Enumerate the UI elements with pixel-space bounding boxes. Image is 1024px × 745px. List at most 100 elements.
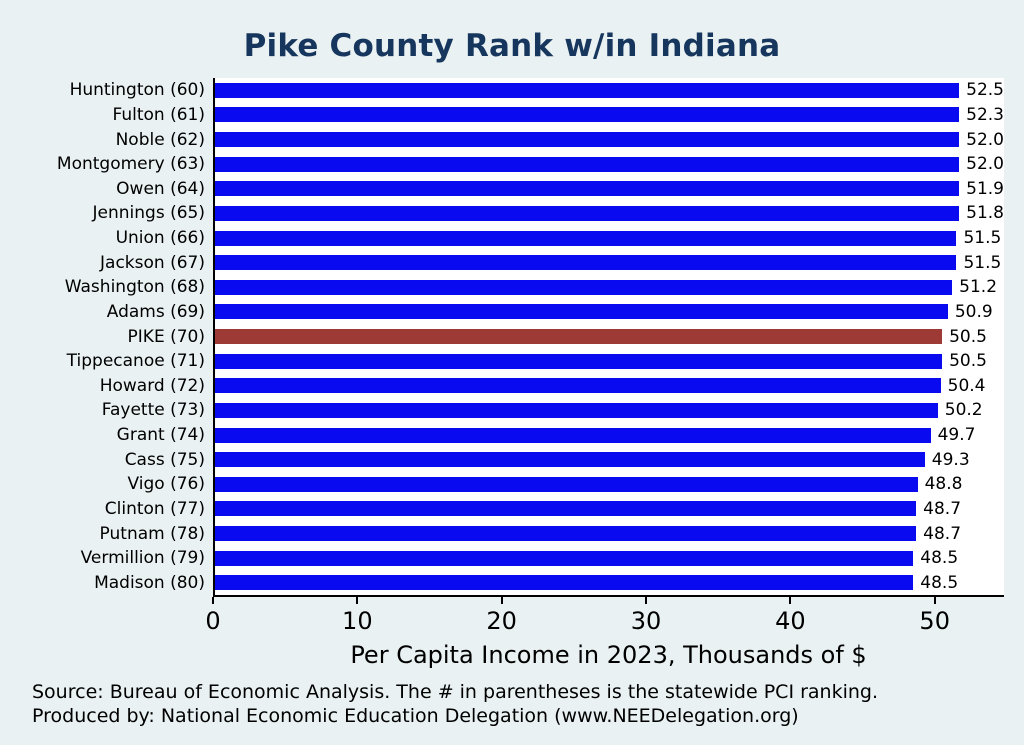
category-label: Clinton (77): [104, 498, 205, 519]
highlight-bar: [215, 329, 943, 345]
bar: [215, 402, 938, 418]
bar: [215, 82, 960, 98]
value-label: 48.8: [924, 474, 963, 495]
category-label: Grant (74): [116, 425, 205, 446]
plot-area: 52.5 52.3 52.0 52.0 51.9 51.8 51.5 51.5 51.2 50.9…: [213, 78, 1004, 597]
category-label: Putnam (78): [99, 523, 205, 544]
value-label: 52.0: [966, 154, 1004, 175]
value-label: 52.3: [966, 104, 1004, 125]
bar-row: 50.2: [215, 398, 1004, 423]
x-tick-mark: [645, 597, 648, 604]
value-label: 51.8: [966, 203, 1004, 224]
source-block: Source: Bureau of Economic Analysis. The…: [32, 681, 1024, 729]
x-axis-spacer: [8, 597, 213, 643]
bar-row: 49.7: [215, 423, 1004, 448]
bar-row: 51.9: [215, 177, 1004, 202]
value-label: 51.5: [963, 252, 1002, 273]
category-label: Tippecanoe (71): [66, 351, 205, 372]
value-label: 48.5: [920, 548, 959, 569]
bar-row: 52.0: [215, 152, 1004, 177]
bar-row: 50.5: [215, 349, 1004, 374]
category-label: Fayette (73): [101, 400, 205, 421]
x-tick-label: 30: [630, 607, 662, 635]
bar-row: 50.4: [215, 374, 1004, 399]
value-label: 48.7: [923, 523, 962, 544]
bar: [215, 230, 957, 246]
category-label: Madison (80): [94, 572, 205, 593]
bar-row: 48.7: [215, 521, 1004, 546]
bar: [215, 181, 960, 197]
category-label: Vigo (76): [127, 474, 205, 495]
bar-row: 48.5: [215, 546, 1004, 571]
bar: [215, 279, 953, 295]
category-axis: Huntington (60) Fulton (61) Noble (62) Mont…: [8, 78, 213, 595]
bar-row: 51.5: [215, 250, 1004, 275]
bar-row: 49.3: [215, 447, 1004, 472]
value-label: 50.5: [949, 326, 987, 347]
bar-row: 50.9: [215, 300, 1004, 325]
category-label: Howard (72): [99, 375, 205, 396]
category-label: Cass (75): [124, 449, 205, 470]
x-tick-mark: [789, 597, 792, 604]
x-tick-label: 50: [919, 607, 950, 635]
chart-title: Pike County Rank w/in Indiana: [243, 28, 781, 64]
x-tick-mark: [933, 597, 936, 604]
bar: [215, 353, 943, 369]
bar-row: 48.5: [215, 571, 1004, 596]
bar-row: 52.3: [215, 103, 1004, 128]
x-tick-label: 10: [342, 607, 373, 635]
value-label: 50.9: [954, 301, 993, 322]
bar: [215, 107, 960, 123]
bar: [215, 304, 948, 320]
category-label: Huntington (60): [69, 80, 205, 101]
x-tick-mark: [212, 597, 214, 604]
bar-row: 51.5: [215, 226, 1004, 251]
value-label: 52.0: [966, 129, 1004, 150]
bar-row: 51.8: [215, 201, 1004, 226]
chart: Huntington (60) Fulton (61) Noble (62) Mont…: [8, 78, 1004, 669]
x-axis-title-spacer: [8, 643, 213, 669]
bar: [215, 205, 960, 221]
category-label: Union (66): [115, 228, 205, 249]
bar-row: 52.5: [215, 78, 1004, 103]
bar: [215, 575, 914, 591]
category-label: Jennings (65): [92, 203, 205, 224]
category-label: Montgomery (63): [56, 154, 205, 175]
source-line: Source: Bureau of Economic Analysis. The…: [32, 681, 879, 703]
category-label: PIKE (70): [127, 326, 205, 347]
x-axis-title: Per Capita Income in 2023, Thousands of …: [350, 641, 867, 669]
x-tick-label: 40: [775, 607, 806, 635]
bar-row: 52.0: [215, 127, 1004, 152]
bar: [215, 156, 960, 172]
bar: [215, 501, 917, 517]
x-tick-label: 20: [486, 607, 517, 635]
value-label: 51.9: [966, 178, 1004, 199]
value-label: 48.7: [923, 498, 962, 519]
bar: [215, 526, 917, 542]
category-label: Jackson (67): [100, 252, 205, 273]
category-label: Adams (69): [106, 301, 205, 322]
x-tick-label: 0: [205, 607, 221, 635]
category-label: Washington (68): [64, 277, 205, 298]
bar: [215, 255, 957, 271]
category-label: Fulton (61): [112, 104, 206, 125]
value-label: 49.7: [937, 425, 976, 446]
category-label: Owen (64): [116, 178, 205, 199]
value-label: 50.5: [949, 351, 987, 372]
bar-row: 51.2: [215, 275, 1004, 300]
x-tick-mark: [500, 597, 503, 604]
bar-row: 50.5: [215, 324, 1004, 349]
category-label: Vermillion (79): [80, 548, 205, 569]
bar: [215, 132, 960, 148]
value-label: 50.4: [947, 375, 986, 396]
bar: [215, 378, 941, 394]
x-axis: 0 10 20 30 40 50: [205, 597, 1004, 643]
value-label: 49.3: [931, 449, 970, 470]
x-tick-mark: [356, 597, 359, 604]
value-label: 48.5: [920, 572, 959, 593]
category-label: Noble (62): [115, 129, 205, 150]
value-label: 51.2: [959, 277, 998, 298]
bar-row: 48.8: [215, 472, 1004, 497]
bar: [215, 452, 925, 468]
